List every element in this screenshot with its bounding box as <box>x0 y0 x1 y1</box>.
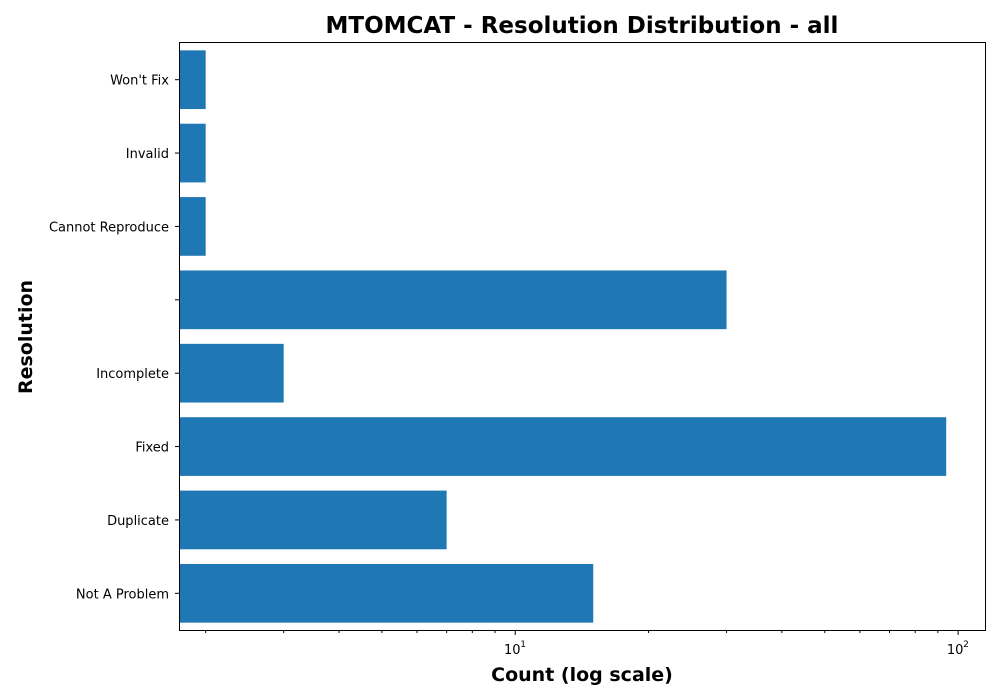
y-tick-label: Won't Fix <box>110 74 169 89</box>
y-tick-label: Invalid <box>126 147 169 162</box>
bar-duplicate <box>180 490 447 550</box>
bar-won-t-fix <box>180 50 206 110</box>
bar-blank <box>180 270 727 330</box>
plot-frame <box>179 42 986 631</box>
bar-invalid <box>180 123 206 183</box>
bar-fixed <box>180 417 947 476</box>
y-tick-label: Not A Problem <box>76 587 169 602</box>
x-tick-label: 10 <box>947 643 964 658</box>
x-tick-exponent: 2 <box>963 640 969 650</box>
y-tick-label: Duplicate <box>107 514 169 529</box>
y-tick-label: Incomplete <box>96 367 169 382</box>
bar-incomplete <box>180 343 284 403</box>
x-tick-exponent: 1 <box>520 640 526 650</box>
y-tick-label: Cannot Reproduce <box>49 220 169 235</box>
bar-cannot-reproduce <box>180 197 206 256</box>
x-tick-label: 10 <box>504 643 521 658</box>
bars-group <box>180 50 947 623</box>
ticks-group: Not A Problem Duplicate Fixed Incomplete Can… <box>49 74 969 658</box>
x-axis-label: Count (log scale) <box>491 664 673 686</box>
y-axis-label: Resolution <box>15 280 37 394</box>
chart-title: MTOMCAT - Resolution Distribution - all <box>326 13 839 39</box>
y-tick-label: Fixed <box>135 441 169 456</box>
bar-not-a-problem <box>180 563 594 623</box>
